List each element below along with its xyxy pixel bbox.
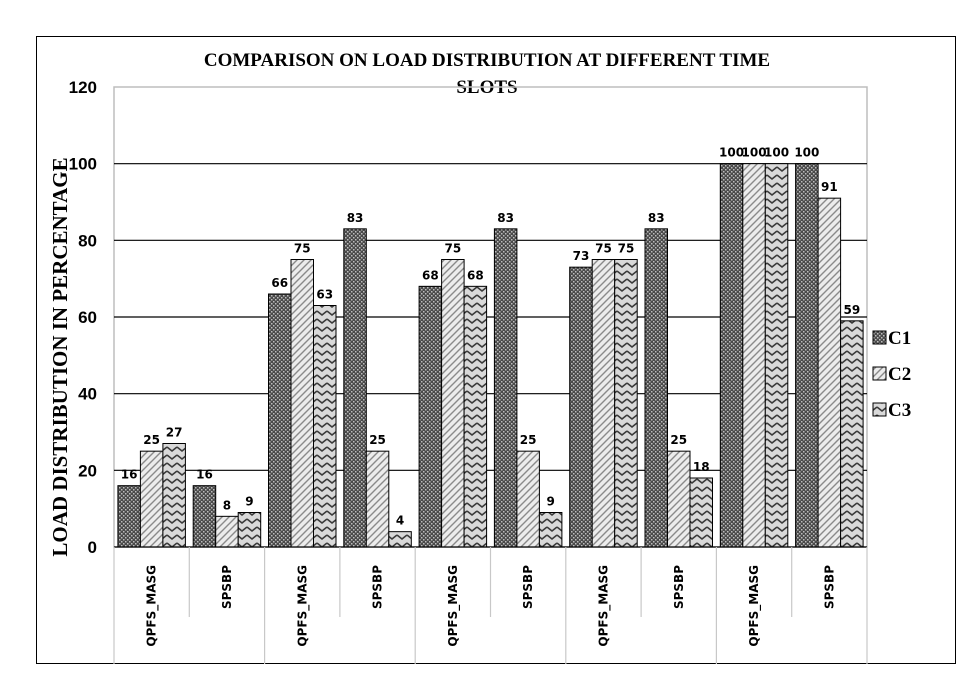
- data-label: 100: [719, 146, 744, 160]
- x-tick-label: QPFS_MASG: [145, 565, 160, 647]
- x-axis: QPFS_MASG SPSBP QPFS_MASG SPSBP QPFS_MASG SPS…: [113, 546, 868, 664]
- y-tick-label: 80: [78, 231, 97, 250]
- bar-c2: [139, 450, 164, 548]
- legend-label-c2: C2: [888, 364, 911, 385]
- x-tick-label: QPFS_MASG: [596, 565, 611, 647]
- data-label: 25: [369, 433, 386, 447]
- data-label: 25: [143, 433, 160, 447]
- data-label: 8: [223, 498, 231, 512]
- bar-c1: [192, 485, 217, 548]
- data-label: 73: [573, 249, 590, 263]
- data-label: 18: [693, 460, 710, 474]
- data-label: 83: [497, 211, 514, 225]
- bar-c3: [840, 320, 864, 548]
- y-tick-label: 0: [88, 538, 97, 557]
- bar-c1: [644, 228, 668, 548]
- bar-c2: [516, 450, 540, 548]
- data-label: 75: [595, 242, 612, 256]
- data-label: 100: [794, 146, 819, 160]
- bar-chart: COMPARISON ON LOAD DISTRIBUTION AT DIFFE…: [48, 50, 911, 664]
- gridlines: [113, 86, 868, 548]
- bar-c1: [795, 163, 819, 548]
- x-tick-label: QPFS_MASG: [446, 565, 461, 647]
- x-tick-label: SPSBP: [521, 565, 535, 609]
- data-label: 4: [396, 514, 404, 528]
- bars: [117, 163, 864, 548]
- data-label: 59: [843, 303, 860, 317]
- data-label: 25: [670, 433, 687, 447]
- bar-c2: [365, 450, 390, 548]
- data-label: 100: [764, 146, 789, 160]
- legend-swatch-c2: [872, 366, 887, 381]
- bar-c2: [290, 259, 314, 548]
- bar-c1: [418, 285, 443, 548]
- chart-title-line-1: COMPARISON ON LOAD DISTRIBUTION AT DIFFE…: [204, 50, 770, 71]
- x-tick-label: SPSBP: [672, 565, 686, 609]
- bar-c1: [268, 293, 292, 548]
- bar-c3: [463, 285, 488, 548]
- data-label: 83: [648, 211, 665, 225]
- x-tick-label: SPSBP: [220, 565, 234, 609]
- bar-c1: [343, 228, 367, 548]
- bar-c3: [614, 259, 638, 548]
- data-label: 16: [196, 468, 213, 482]
- bar-c2: [742, 163, 766, 548]
- data-label: 75: [618, 242, 635, 256]
- legend-label-c3: C3: [888, 400, 911, 421]
- bar-c1: [719, 163, 744, 548]
- bar-c3: [689, 477, 713, 548]
- bar-c2: [817, 197, 842, 548]
- y-tick-label: 40: [78, 385, 97, 404]
- bar-c2: [591, 259, 616, 548]
- bar-c3: [237, 512, 262, 548]
- bar-c3: [313, 305, 337, 548]
- data-label: 9: [546, 495, 554, 509]
- legend: C1 C2 C3: [872, 328, 911, 421]
- data-label: 9: [245, 495, 253, 509]
- y-tick-label: 100: [69, 155, 97, 174]
- bar-c3: [388, 531, 412, 548]
- x-tick-label: SPSBP: [822, 565, 836, 609]
- x-tick-label: QPFS_MASG: [747, 565, 762, 647]
- data-label: 68: [422, 268, 439, 282]
- y-axis-label: LOAD DISTRIBUTION IN PERCENTAGE: [48, 157, 72, 556]
- bar-c2: [667, 450, 691, 548]
- data-label: 100: [742, 146, 767, 160]
- data-label: 16: [121, 468, 138, 482]
- chart-frame: COMPARISON ON LOAD DISTRIBUTION AT DIFFE…: [36, 36, 956, 664]
- data-label: 75: [444, 242, 461, 256]
- data-label: 68: [467, 268, 484, 282]
- bar-c2: [441, 259, 465, 548]
- bar-c3: [538, 512, 563, 548]
- y-tick-label: 60: [78, 308, 97, 327]
- x-tick-label: QPFS_MASG: [295, 565, 310, 647]
- x-tick-label: SPSBP: [371, 565, 385, 609]
- legend-swatch-c1: [872, 330, 887, 345]
- bar-c3: [162, 443, 186, 548]
- bar-c1: [493, 228, 518, 548]
- y-axis-ticks: 0 20 40 60 80 100 120: [69, 78, 97, 557]
- data-label: 83: [347, 211, 364, 225]
- bar-c3: [764, 163, 789, 548]
- data-label: 63: [316, 288, 333, 302]
- legend-swatch-c3: [872, 402, 887, 417]
- data-label: 66: [271, 276, 288, 290]
- data-label: 91: [821, 180, 838, 194]
- data-label: 25: [520, 433, 537, 447]
- bar-c1: [117, 485, 141, 548]
- bar-c1: [569, 266, 593, 548]
- legend-label-c1: C1: [888, 328, 911, 349]
- y-tick-label: 120: [69, 78, 97, 97]
- bar-c2: [215, 515, 239, 548]
- data-label: 27: [166, 426, 183, 440]
- y-tick-label: 20: [78, 461, 97, 480]
- data-label: 75: [294, 242, 311, 256]
